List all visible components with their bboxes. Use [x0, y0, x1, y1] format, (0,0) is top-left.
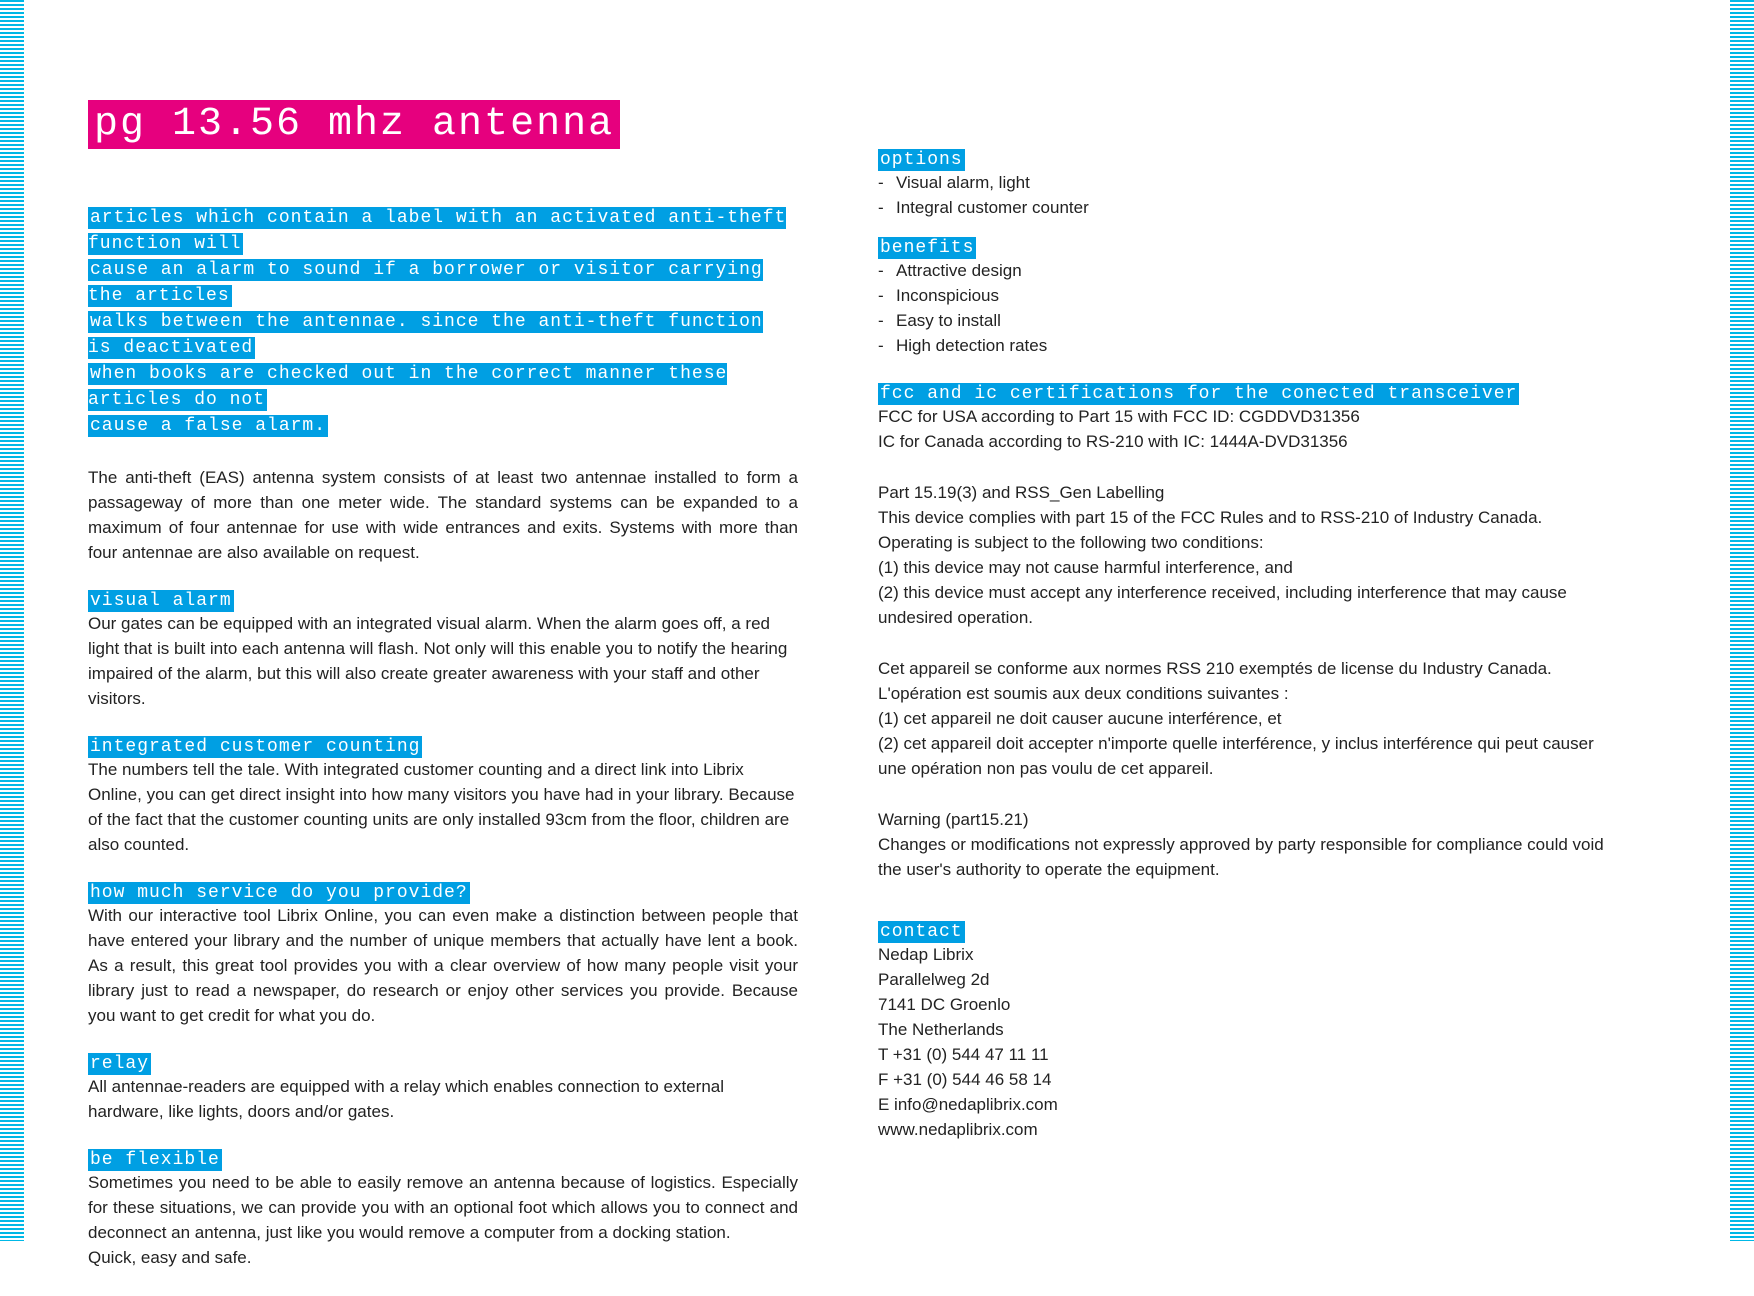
text-line: IC for Canada according to RS-210 with I… [878, 429, 1618, 454]
text-line: www.nedaplibrix.com [878, 1117, 1618, 1142]
contact-lines: Nedap LibrixParallelweg 2d7141 DC Groenl… [878, 942, 1618, 1142]
list-item: Easy to install [878, 308, 1618, 333]
intro-paragraph: The anti-theft (EAS) antenna system cons… [88, 465, 798, 565]
section-heading: integrated customer counting [88, 736, 422, 758]
text-line: 7141 DC Groenlo [878, 992, 1618, 1017]
section-heading: visual alarm [88, 590, 234, 612]
decorative-stripe-left [0, 0, 24, 1241]
text-line: The Netherlands [878, 1017, 1618, 1042]
list-item: Inconspicious [878, 283, 1618, 308]
list-item: Visual alarm, light [878, 170, 1618, 195]
decorative-stripe-right [1730, 0, 1754, 1241]
text-line: L'opération est soumis aux deux conditio… [878, 681, 1618, 706]
intro-line: walks between the antennae. since the an… [88, 311, 763, 359]
fcc-id-lines: FCC for USA according to Part 15 with FC… [878, 404, 1618, 454]
intro-line: when books are checked out in the correc… [88, 363, 727, 411]
text-line: Parallelweg 2d [878, 967, 1618, 992]
section-body: All antennae-readers are equipped with a… [88, 1074, 798, 1124]
page-content: pg 13.56 mhz antenna articles which cont… [88, 100, 1658, 1296]
options-heading: options [878, 149, 965, 171]
section-heading: be flexible [88, 1149, 222, 1171]
text-line: Nedap Librix [878, 942, 1618, 967]
warning-heading: Warning (part15.21) [878, 807, 1618, 832]
fcc-french-body: Cet appareil se conforme aux normes RSS … [878, 656, 1618, 781]
fcc-part-heading: Part 15.19(3) and RSS_Gen Labelling [878, 480, 1618, 505]
section-body: Sometimes you need to be able to easily … [88, 1170, 798, 1270]
text-line: F +31 (0) 544 46 58 14 [878, 1067, 1618, 1092]
text-line: E info@nedaplibrix.com [878, 1092, 1618, 1117]
page-title: pg 13.56 mhz antenna [88, 100, 620, 149]
section-body: The numbers tell the tale. With integrat… [88, 757, 798, 857]
benefits-heading: benefits [878, 237, 976, 259]
section: integrated customer countingThe numbers … [88, 737, 798, 857]
warning-body: Changes or modifications not expressly a… [878, 832, 1618, 882]
text-line: (2) cet appareil doit accepter n'importe… [878, 731, 1618, 781]
fcc-heading: fcc and ic certifications for the conect… [878, 383, 1519, 405]
section: how much service do you provide?With our… [88, 883, 798, 1028]
intro-line: articles which contain a label with an a… [88, 207, 786, 255]
right-column: options Visual alarm, lightIntegral cust… [878, 100, 1618, 1296]
intro-line: cause an alarm to sound if a borrower or… [88, 259, 763, 307]
fcc-part-body: This device complies with part 15 of the… [878, 505, 1618, 630]
contact-heading: contact [878, 921, 965, 943]
section-heading: relay [88, 1053, 151, 1075]
list-item: Integral customer counter [878, 195, 1618, 220]
text-line: T +31 (0) 544 47 11 11 [878, 1042, 1618, 1067]
text-line: (1) cet appareil ne doit causer aucune i… [878, 706, 1618, 731]
list-item: Attractive design [878, 258, 1618, 283]
section: visual alarmOur gates can be equipped wi… [88, 591, 798, 711]
section-body: With our interactive tool Librix Online,… [88, 903, 798, 1028]
section: relayAll antennae-readers are equipped w… [88, 1054, 798, 1124]
section-heading: how much service do you provide? [88, 882, 470, 904]
text-line: Cet appareil se conforme aux normes RSS … [878, 656, 1618, 681]
intro-line: cause a false alarm. [88, 415, 328, 437]
left-column: pg 13.56 mhz antenna articles which cont… [88, 100, 798, 1296]
list-item: High detection rates [878, 333, 1618, 358]
text-line: FCC for USA according to Part 15 with FC… [878, 404, 1618, 429]
options-list: Visual alarm, lightIntegral customer cou… [878, 170, 1618, 220]
highlighted-intro: articles which contain a label with an a… [88, 205, 798, 439]
section-body: Our gates can be equipped with an integr… [88, 611, 798, 711]
section: be flexibleSometimes you need to be able… [88, 1150, 798, 1270]
benefits-list: Attractive designInconspiciousEasy to in… [878, 258, 1618, 358]
